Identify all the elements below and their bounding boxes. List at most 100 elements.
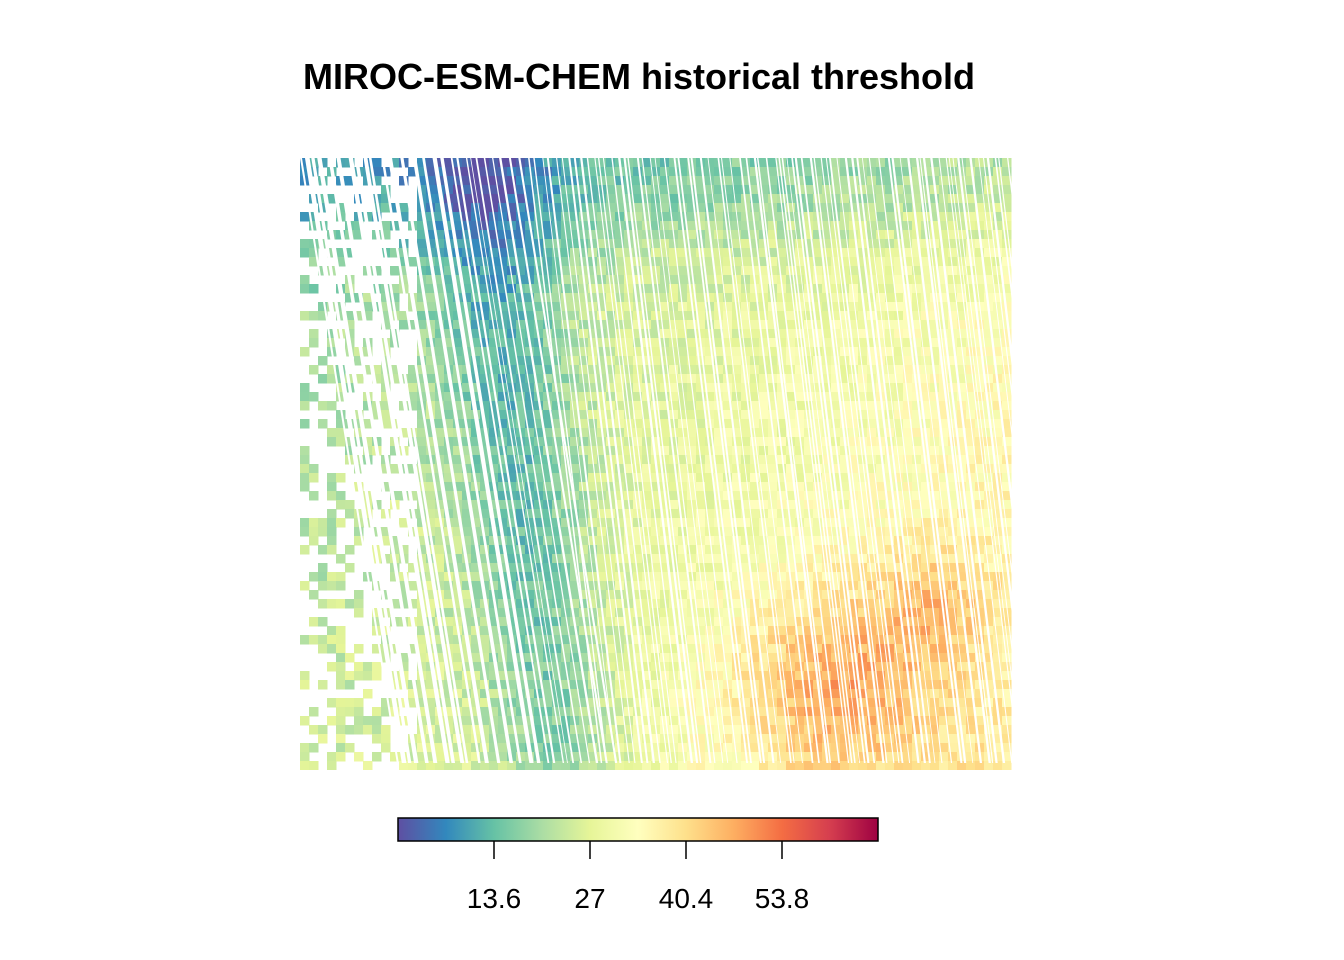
heatmap-cell bbox=[669, 221, 679, 231]
heatmap-cell bbox=[921, 320, 931, 330]
heatmap-cell bbox=[930, 455, 940, 465]
heatmap-cell bbox=[822, 230, 832, 240]
heatmap-cell bbox=[930, 752, 940, 762]
heatmap-cell bbox=[480, 176, 490, 186]
heatmap-cell bbox=[426, 221, 436, 231]
heatmap-cell bbox=[912, 707, 922, 717]
heatmap-cell bbox=[777, 761, 787, 770]
heatmap-cell bbox=[948, 707, 958, 717]
heatmap-cell bbox=[696, 266, 706, 276]
heatmap-cell bbox=[912, 212, 922, 222]
heatmap-cell bbox=[561, 383, 571, 393]
heatmap-cell bbox=[750, 563, 760, 573]
heatmap-cell bbox=[561, 617, 571, 627]
heatmap-cell bbox=[993, 743, 1003, 753]
heatmap-cell bbox=[453, 563, 463, 573]
heatmap-cell bbox=[624, 572, 634, 582]
heatmap-cell bbox=[444, 266, 454, 276]
heatmap-cell bbox=[1002, 734, 1012, 744]
heatmap-cell bbox=[642, 257, 652, 267]
heatmap-cell bbox=[606, 428, 616, 438]
heatmap-cell bbox=[498, 455, 508, 465]
heatmap-cell bbox=[903, 527, 913, 537]
heatmap-cell bbox=[570, 662, 580, 672]
heatmap-cell bbox=[777, 167, 787, 177]
heatmap-cell bbox=[687, 662, 697, 672]
heatmap-cell bbox=[615, 338, 625, 348]
heatmap-cell bbox=[516, 356, 526, 366]
heatmap-cell bbox=[525, 392, 535, 402]
heatmap-cell bbox=[597, 446, 607, 456]
heatmap-cell bbox=[480, 500, 490, 510]
heatmap-cell bbox=[975, 545, 985, 555]
heatmap-cell bbox=[930, 383, 940, 393]
heatmap-cell bbox=[435, 545, 445, 555]
heatmap-cell bbox=[534, 518, 544, 528]
heatmap-cell bbox=[957, 194, 967, 204]
heatmap-cell bbox=[399, 311, 409, 321]
heatmap-cell bbox=[984, 383, 994, 393]
heatmap-cell bbox=[678, 581, 688, 591]
heatmap-cell bbox=[822, 185, 832, 195]
heatmap-cell bbox=[552, 707, 562, 717]
heatmap-cell bbox=[858, 464, 868, 474]
heatmap-cell bbox=[543, 743, 553, 753]
heatmap-cell bbox=[624, 311, 634, 321]
heatmap-cell bbox=[678, 266, 688, 276]
heatmap-cell bbox=[687, 743, 697, 753]
heatmap-cell bbox=[903, 725, 913, 735]
heatmap-cell bbox=[678, 554, 688, 564]
heatmap-cell bbox=[390, 365, 400, 375]
heatmap-cell bbox=[741, 473, 751, 483]
heatmap-cell bbox=[309, 473, 319, 483]
heatmap-cell bbox=[840, 536, 850, 546]
heatmap-cell bbox=[498, 419, 508, 429]
heatmap-cell bbox=[516, 392, 526, 402]
heatmap-cell bbox=[543, 302, 553, 312]
heatmap-cell bbox=[624, 257, 634, 267]
heatmap-cell bbox=[687, 545, 697, 555]
heatmap-cell bbox=[300, 761, 310, 770]
heatmap-cell bbox=[705, 293, 715, 303]
heatmap-cell bbox=[336, 473, 346, 483]
heatmap-cell bbox=[948, 608, 958, 618]
heatmap-cell bbox=[678, 167, 688, 177]
heatmap-cell bbox=[723, 716, 733, 726]
heatmap-cell bbox=[480, 761, 490, 770]
heatmap-cell bbox=[597, 509, 607, 519]
heatmap-cell bbox=[696, 293, 706, 303]
heatmap-cell bbox=[831, 698, 841, 708]
heatmap-cell bbox=[417, 338, 427, 348]
heatmap-cell bbox=[894, 707, 904, 717]
heatmap-cell bbox=[345, 176, 355, 186]
heatmap-cell bbox=[660, 419, 670, 429]
heatmap-cell bbox=[579, 473, 589, 483]
heatmap-cell bbox=[444, 275, 454, 285]
heatmap-cell bbox=[336, 653, 346, 663]
heatmap-cell bbox=[687, 482, 697, 492]
heatmap-cell bbox=[651, 689, 661, 699]
heatmap-cell bbox=[552, 203, 562, 213]
heatmap-cell bbox=[651, 572, 661, 582]
heatmap-cell bbox=[984, 491, 994, 501]
heatmap-cell bbox=[732, 266, 742, 276]
heatmap-cell bbox=[480, 635, 490, 645]
heatmap-cell bbox=[723, 617, 733, 627]
heatmap-cell bbox=[678, 716, 688, 726]
heatmap-cell bbox=[525, 302, 535, 312]
heatmap-cell bbox=[777, 698, 787, 708]
heatmap-cell bbox=[1002, 392, 1012, 402]
heatmap-cell bbox=[750, 689, 760, 699]
heatmap-cell bbox=[345, 320, 355, 330]
heatmap-cell bbox=[984, 221, 994, 231]
heatmap-cell bbox=[741, 671, 751, 681]
heatmap-cell bbox=[975, 716, 985, 726]
heatmap-cell bbox=[615, 401, 625, 411]
heatmap-cell bbox=[885, 410, 895, 420]
heatmap-cell bbox=[696, 356, 706, 366]
heatmap-cell bbox=[831, 644, 841, 654]
heatmap-cell bbox=[489, 167, 499, 177]
heatmap-cell bbox=[615, 725, 625, 735]
heatmap-cell bbox=[462, 581, 472, 591]
heatmap-cell bbox=[624, 374, 634, 384]
